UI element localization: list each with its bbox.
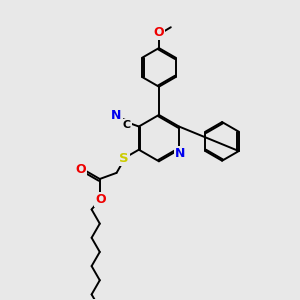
Text: O: O bbox=[95, 193, 106, 206]
Text: O: O bbox=[75, 164, 86, 176]
Text: C: C bbox=[123, 120, 131, 130]
Text: N: N bbox=[111, 109, 122, 122]
Text: N: N bbox=[175, 147, 185, 160]
Text: O: O bbox=[154, 26, 164, 39]
Text: S: S bbox=[119, 152, 129, 165]
